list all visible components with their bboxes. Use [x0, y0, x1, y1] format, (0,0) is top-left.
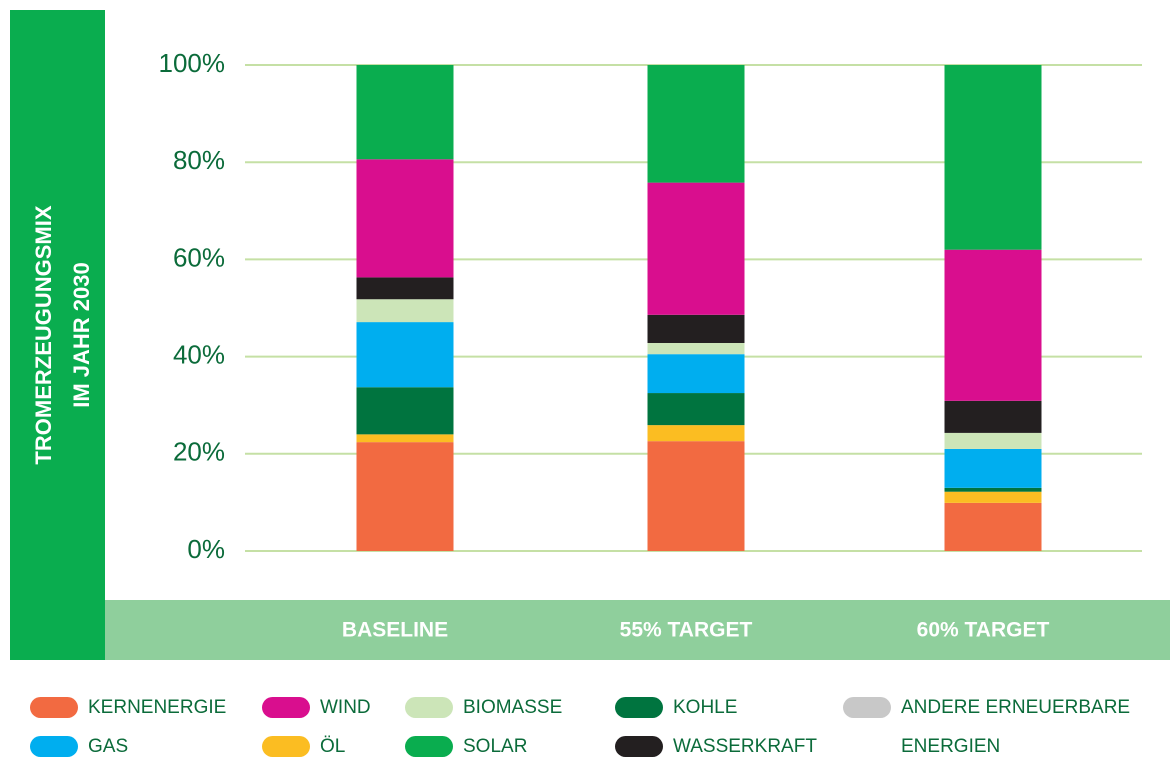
- legend-item: WIND: [262, 688, 371, 727]
- bar-segment: [944, 432, 1042, 449]
- category-band: [105, 600, 1170, 660]
- bar-segment: [944, 400, 1042, 433]
- legend-swatch: [843, 697, 891, 718]
- bar-segment: [944, 487, 1042, 492]
- y-axis-title: IM JAHR 2030: [69, 262, 94, 408]
- legend-swatch: [30, 736, 78, 757]
- legend-swatch: [615, 736, 663, 757]
- bar-segment: [356, 387, 454, 435]
- bar-segment: [647, 393, 745, 426]
- y-tick-label: 0%: [187, 534, 225, 564]
- y-tick-label: 100%: [159, 48, 226, 78]
- legend-item: GAS: [30, 727, 128, 766]
- y-axis-panel: [10, 10, 105, 660]
- x-tick-label: BASELINE: [342, 619, 448, 642]
- bar-segment: [356, 159, 454, 278]
- legend-label: WIND: [320, 697, 371, 718]
- legend-label: SOLAR: [463, 736, 528, 757]
- legend-label: WASSERKRAFT: [673, 736, 817, 757]
- x-tick-label: 60% TARGET: [917, 619, 1050, 642]
- bar-segment: [356, 442, 454, 551]
- legend-swatch: [615, 697, 663, 718]
- legend-item: BIOMASSE: [405, 688, 562, 727]
- legend-label: ÖL: [320, 736, 346, 757]
- legend-swatch: [30, 697, 78, 718]
- bar-segment: [356, 277, 454, 300]
- bar-segment: [944, 249, 1042, 401]
- legend-label: KERNENERGIE: [88, 697, 227, 718]
- bar-segment: [356, 65, 454, 160]
- legend-item: ÖL: [262, 727, 345, 766]
- y-tick-label: 80%: [173, 145, 225, 175]
- legend-item: WASSERKRAFT: [615, 727, 817, 766]
- bar-segment: [647, 425, 745, 442]
- legend-label: BIOMASSE: [463, 697, 563, 718]
- bar-segment: [944, 491, 1042, 503]
- bar-segment: [647, 354, 745, 394]
- bar-segment: [944, 448, 1042, 488]
- y-tick-label: 60%: [173, 242, 225, 272]
- legend-swatch: [262, 736, 310, 757]
- bar-segment: [356, 434, 454, 443]
- bar-segment: [356, 299, 454, 323]
- legend-swatch: [405, 736, 453, 757]
- bar-segment: [356, 322, 454, 388]
- legend-label: GAS: [88, 736, 129, 757]
- legend-label: ANDERE ERNEUERBARE ENERGIEN: [901, 697, 1131, 757]
- bar-segment: [647, 314, 745, 343]
- bar-segment: [647, 65, 745, 183]
- legend-item: ANDERE ERNEUERBARE ENERGIEN: [843, 688, 1171, 766]
- bar-segment: [647, 342, 745, 355]
- bar-segment: [647, 441, 745, 551]
- y-tick-label: 40%: [173, 339, 225, 369]
- legend-item: KOHLE: [615, 688, 737, 727]
- legend-swatch: [262, 697, 310, 718]
- bar-segment: [944, 502, 1042, 551]
- x-tick-label: 55% TARGET: [620, 619, 753, 642]
- legend-swatch: [405, 697, 453, 718]
- legend-item: KERNENERGIE: [30, 688, 226, 727]
- legend-label: KOHLE: [673, 697, 738, 718]
- bar-segment: [944, 65, 1042, 250]
- legend-item: SOLAR: [405, 727, 527, 766]
- y-axis-title: TROMERZEUGUNGSMIX: [31, 205, 56, 464]
- y-tick-label: 20%: [173, 437, 225, 467]
- bar-segment: [647, 182, 745, 315]
